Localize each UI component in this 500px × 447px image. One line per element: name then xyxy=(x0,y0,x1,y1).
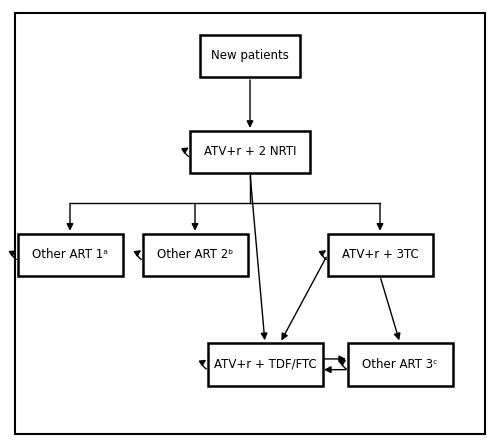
FancyBboxPatch shape xyxy=(200,35,300,77)
Text: Other ART 1ᵃ: Other ART 1ᵃ xyxy=(32,248,108,261)
FancyBboxPatch shape xyxy=(328,233,432,276)
FancyBboxPatch shape xyxy=(208,343,322,385)
Text: ATV+r + 3TC: ATV+r + 3TC xyxy=(342,248,418,261)
FancyBboxPatch shape xyxy=(348,343,453,385)
FancyBboxPatch shape xyxy=(142,233,248,276)
FancyBboxPatch shape xyxy=(18,233,122,276)
Text: ATV+r + TDF/FTC: ATV+r + TDF/FTC xyxy=(214,358,316,371)
Text: New patients: New patients xyxy=(211,49,289,63)
FancyBboxPatch shape xyxy=(190,131,310,173)
Text: ATV+r + 2 NRTI: ATV+r + 2 NRTI xyxy=(204,145,296,159)
Text: Other ART 3ᶜ: Other ART 3ᶜ xyxy=(362,358,438,371)
Text: Other ART 2ᵇ: Other ART 2ᵇ xyxy=(157,248,233,261)
